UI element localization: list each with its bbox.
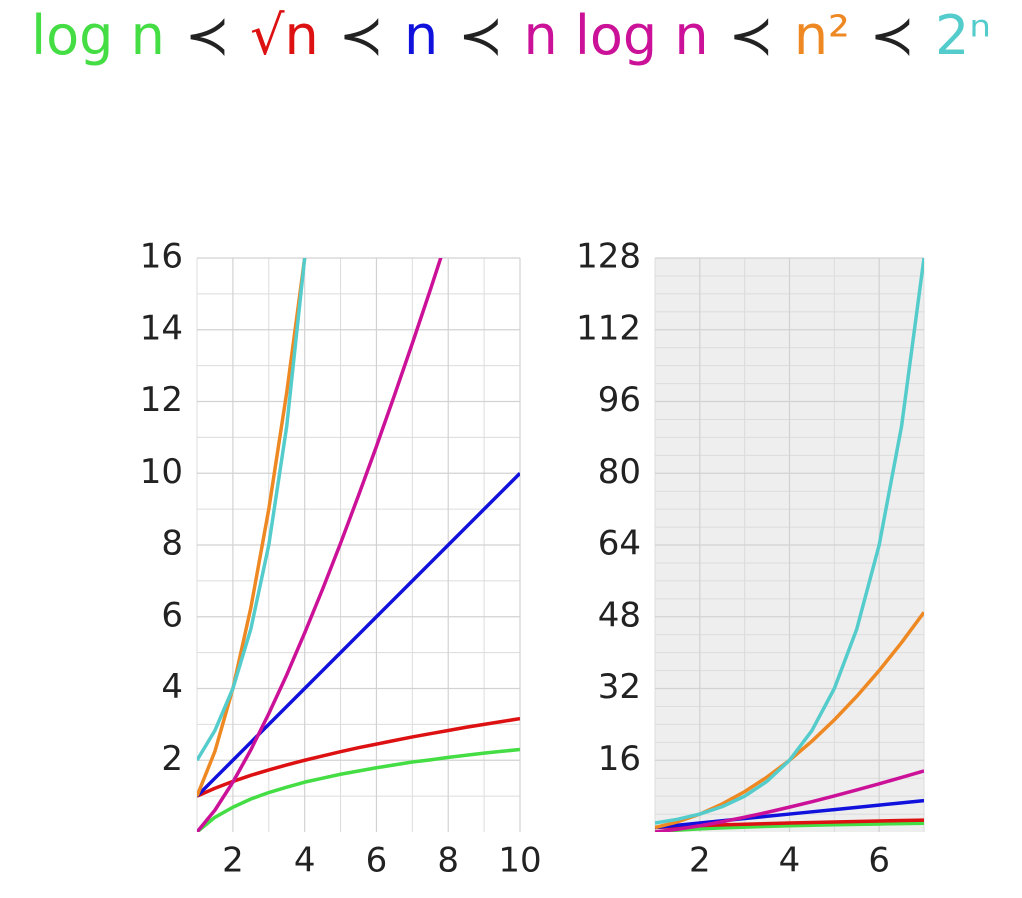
legend-term: n <box>404 4 439 67</box>
precedes-symbol: ≺ <box>184 4 231 67</box>
y-tick-label: 2 <box>161 739 183 779</box>
y-tick-label: 80 <box>598 452 641 492</box>
series-line <box>197 258 307 797</box>
legend-term: n log n <box>523 4 709 67</box>
series-line <box>655 821 924 832</box>
series-line <box>655 769 924 832</box>
x-tick-label: 4 <box>294 841 316 881</box>
y-tick-label: 4 <box>161 667 183 707</box>
y-tick-label: 128 <box>576 237 641 277</box>
y-tick-label: 64 <box>598 524 641 564</box>
x-tick-label: 6 <box>366 841 388 881</box>
precedes-symbol: ≺ <box>728 4 774 67</box>
series-line <box>197 258 443 832</box>
x-tick-label: 4 <box>779 841 801 881</box>
series-line <box>197 258 307 762</box>
x-tick-label: 2 <box>689 841 711 881</box>
series-line <box>197 716 520 798</box>
series-line <box>655 798 924 830</box>
y-tick-label: 112 <box>576 308 641 348</box>
x-tick-label: 8 <box>437 841 459 881</box>
x-tick-label: 10 <box>498 841 541 881</box>
chart-panel: 2 4 6 16 32 48 64 80 96 112 128 <box>576 237 925 881</box>
y-tick-label: 6 <box>161 595 183 635</box>
legend-term: √n <box>250 4 319 67</box>
x-tick-label: 6 <box>868 841 890 881</box>
y-tick-label: 48 <box>598 595 641 635</box>
y-tick-label: 8 <box>161 524 183 564</box>
y-tick-label: 32 <box>598 667 641 707</box>
legend-term: 2ⁿ <box>934 4 991 67</box>
y-tick-label: 16 <box>140 237 183 277</box>
headline: log n ≺ √n ≺ n ≺ n log n ≺ n² ≺ 2ⁿ <box>0 4 1022 67</box>
x-tick-label: 2 <box>222 841 244 881</box>
y-tick-label: 12 <box>140 380 183 420</box>
precedes-symbol: ≺ <box>869 4 915 67</box>
y-tick-label: 14 <box>140 308 183 348</box>
y-tick-label: 96 <box>598 380 641 420</box>
precedes-symbol: ≺ <box>338 4 384 67</box>
series-line <box>197 747 520 832</box>
y-tick-label: 16 <box>598 739 641 779</box>
series-line <box>197 472 520 798</box>
y-tick-label: 10 <box>140 452 183 492</box>
legend-term: log n <box>31 4 165 67</box>
precedes-symbol: ≺ <box>458 4 504 67</box>
series-line <box>655 258 924 825</box>
legend-term: n² <box>793 4 850 67</box>
chart-panel: 2 4 6 8 10 2 4 6 8 10 12 14 16 <box>140 237 542 881</box>
